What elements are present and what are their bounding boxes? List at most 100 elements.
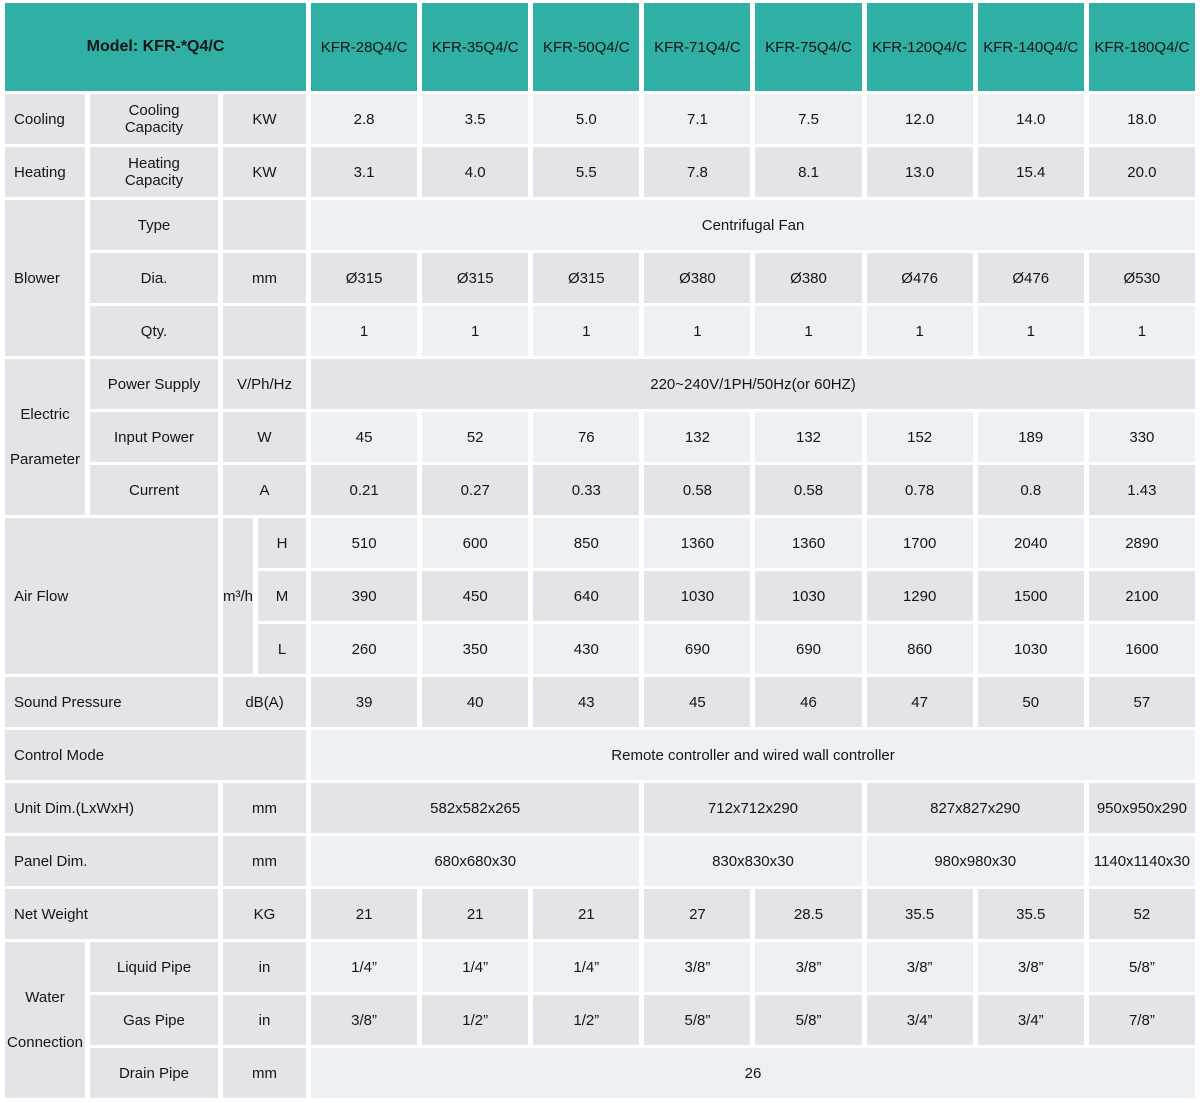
row-sublabel: Current: [90, 465, 218, 515]
row-blower-qty: Qty. 1 1 1 1 1 1 1 1: [5, 306, 1195, 356]
row-category: Unit Dim.(LxWxH): [5, 783, 218, 833]
value-cell: 47: [866, 677, 973, 727]
row-blower-dia: Dia. mm Ø315 Ø315 Ø315 Ø380 Ø380 Ø476 Ø4…: [5, 253, 1195, 303]
value-cell: 5.5: [533, 147, 640, 197]
value-cell: 1600: [1088, 624, 1195, 674]
value-cell: 28.5: [755, 889, 862, 939]
value-cell: 1030: [755, 571, 862, 621]
row-category: Blower: [5, 200, 85, 356]
row-sound-pressure: Sound Pressure dB(A) 39 40 43 45 46 47 5…: [5, 677, 1195, 727]
value-cell: 52: [1088, 889, 1195, 939]
value-cell: Ø476: [866, 253, 973, 303]
value-cell: 0.8: [977, 465, 1084, 515]
row-unit: W: [223, 412, 307, 462]
row-panel-dim: Panel Dim. mm 680x680x30 830x830x30 980x…: [5, 836, 1195, 886]
row-airflow-h: Air Flow m³/h H 510 600 850 1360 1360 17…: [5, 518, 1195, 674]
value-cell: 0.58: [755, 465, 862, 515]
row-unit: A: [223, 465, 307, 515]
value-cell: 5.0: [533, 94, 640, 144]
value-cell: 1: [866, 306, 973, 356]
value-cell: 52: [422, 412, 529, 462]
row-sublabel: Liquid Pipe: [90, 942, 218, 992]
row-category: Electric Parameter: [5, 359, 85, 515]
value-cell: 3/8”: [644, 942, 751, 992]
row-category: Cooling: [5, 94, 85, 144]
value-cell: 850: [533, 518, 640, 568]
value-cell: 2890: [1088, 518, 1195, 568]
row-gas-pipe: Gas Pipe in 3/8” 1/2” 1/2” 5/8” 5/8” 3/4…: [5, 995, 1195, 1045]
value-cell: 20.0: [1088, 147, 1195, 197]
row-unit: in: [223, 942, 307, 992]
model-column-header: KFR-35Q4/C: [422, 3, 529, 91]
row-sublabel: H: [258, 518, 307, 568]
row-sublabel: Type: [90, 200, 218, 250]
value-cell: 4.0: [422, 147, 529, 197]
row-liquid-pipe: Water Connection Liquid Pipe in 1/4” 1/4…: [5, 942, 1195, 1098]
value-cell: 1030: [977, 624, 1084, 674]
value-cell: 0.78: [866, 465, 973, 515]
value-cell-merged: 827x827x290: [866, 783, 1084, 833]
row-heating: Heating Heating Capacity KW 3.1 4.0 5.5 …: [5, 147, 1195, 197]
value-cell: 3/8”: [755, 942, 862, 992]
value-cell: Ø380: [755, 253, 862, 303]
value-cell: 1/2”: [533, 995, 640, 1045]
value-cell: 45: [644, 677, 751, 727]
value-cell: 2.8: [311, 94, 418, 144]
row-airflow-l: L 260 350 430 690 690 860 1030 1600: [5, 624, 1195, 674]
value-cell: Ø530: [1088, 253, 1195, 303]
row-category: Heating: [5, 147, 85, 197]
value-cell-merged: 830x830x30: [644, 836, 862, 886]
value-cell: 1: [1088, 306, 1195, 356]
value-cell: 21: [311, 889, 418, 939]
value-cell: 640: [533, 571, 640, 621]
value-cell-merged: 680x680x30: [311, 836, 640, 886]
value-cell: 7.5: [755, 94, 862, 144]
value-cell: 5/8”: [1088, 942, 1195, 992]
value-cell: 1.43: [1088, 465, 1195, 515]
row-blower-type: Blower Type Centrifugal Fan: [5, 200, 1195, 356]
row-cooling: Cooling Cooling Capacity KW 2.8 3.5 5.0 …: [5, 94, 1195, 144]
value-cell: 1/4”: [311, 942, 418, 992]
row-category: Water Connection: [5, 942, 85, 1098]
value-cell: 260: [311, 624, 418, 674]
row-unit: KW: [223, 147, 307, 197]
row-net-weight: Net Weight KG 21 21 21 27 28.5 35.5 35.5…: [5, 889, 1195, 939]
row-unit: mm: [223, 836, 307, 886]
value-cell: 690: [755, 624, 862, 674]
row-sublabel: Power Supply: [90, 359, 218, 409]
row-sublabel: M: [258, 571, 307, 621]
value-cell: 76: [533, 412, 640, 462]
value-cell: 0.27: [422, 465, 529, 515]
value-cell: 1030: [644, 571, 751, 621]
model-column-header: KFR-28Q4/C: [311, 3, 418, 91]
value-cell: Ø315: [422, 253, 529, 303]
value-cell: 2040: [977, 518, 1084, 568]
value-cell: 14.0: [977, 94, 1084, 144]
value-cell: 12.0: [866, 94, 973, 144]
value-cell: 5/8”: [644, 995, 751, 1045]
value-cell: Ø380: [644, 253, 751, 303]
row-sublabel: Cooling Capacity: [90, 94, 218, 144]
row-category: Net Weight: [5, 889, 218, 939]
model-title: Model: KFR-*Q4/C: [5, 3, 307, 91]
row-sublabel: Qty.: [90, 306, 218, 356]
value-cell: 18.0: [1088, 94, 1195, 144]
row-unit: in: [223, 995, 307, 1045]
value-cell: 45: [311, 412, 418, 462]
value-cell: 43: [533, 677, 640, 727]
value-cell: 35.5: [977, 889, 1084, 939]
value-cell: 27: [644, 889, 751, 939]
value-cell: 7.8: [644, 147, 751, 197]
row-unit: KW: [223, 94, 307, 144]
value-cell: 7.1: [644, 94, 751, 144]
value-cell: 3/4”: [977, 995, 1084, 1045]
value-cell-merged: Centrifugal Fan: [311, 200, 1195, 250]
model-column-header: KFR-71Q4/C: [644, 3, 751, 91]
value-cell: 330: [1088, 412, 1195, 462]
header-row: Model: KFR-*Q4/C KFR-28Q4/C KFR-35Q4/C K…: [5, 3, 1195, 91]
value-cell: 3.5: [422, 94, 529, 144]
value-cell: 510: [311, 518, 418, 568]
row-unit: dB(A): [223, 677, 307, 727]
row-power-supply: Electric Parameter Power Supply V/Ph/Hz …: [5, 359, 1195, 515]
